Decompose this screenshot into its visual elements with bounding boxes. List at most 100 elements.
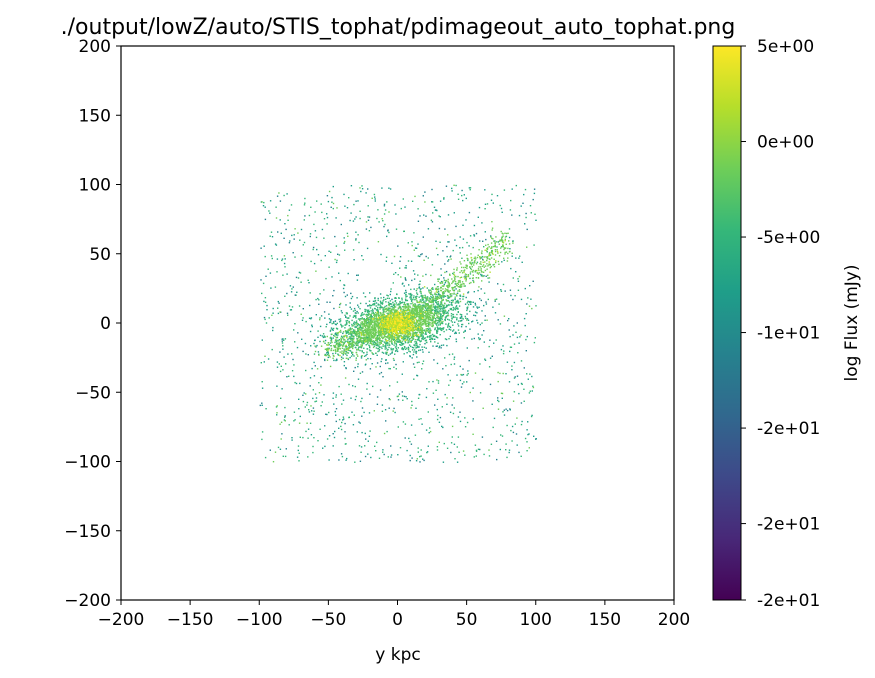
heatmap-pixel — [431, 319, 433, 321]
heatmap-pixel — [404, 335, 406, 337]
heatmap-pixel — [377, 308, 379, 311]
heatmap-pixel — [344, 240, 346, 243]
heatmap-pixel — [379, 293, 382, 295]
heatmap-pixel — [408, 308, 410, 311]
heatmap-pixel — [459, 236, 461, 238]
heatmap-pixel — [376, 396, 379, 398]
heatmap-pixel — [413, 306, 416, 308]
heatmap-pixel — [386, 312, 388, 314]
heatmap-pixel — [355, 238, 357, 240]
heatmap-pixel — [391, 309, 393, 311]
heatmap-pixel — [404, 206, 406, 208]
heatmap-pixel — [428, 351, 430, 353]
heatmap-pixel — [378, 350, 380, 352]
heatmap-pixel — [457, 299, 459, 302]
heatmap-pixel — [305, 430, 307, 433]
heatmap-pixel — [423, 259, 425, 261]
heatmap-pixel — [315, 270, 317, 272]
heatmap-pixel — [407, 330, 410, 332]
heatmap-pixel — [425, 255, 427, 258]
heatmap-pixel — [467, 300, 469, 303]
heatmap-pixel — [388, 343, 390, 345]
heatmap-pixel — [489, 254, 492, 256]
heatmap-pixel — [379, 335, 381, 337]
heatmap-pixel — [450, 320, 452, 322]
heatmap-pixel — [371, 344, 373, 346]
heatmap-pixel — [461, 323, 464, 326]
heatmap-pixel — [390, 347, 392, 350]
heatmap-pixel — [455, 332, 457, 334]
heatmap-pixel — [332, 397, 334, 399]
heatmap-pixel — [381, 340, 384, 342]
heatmap-pixel — [401, 340, 404, 342]
heatmap-pixel — [308, 317, 311, 319]
heatmap-pixel — [342, 341, 344, 343]
heatmap-pixel — [438, 310, 440, 312]
heatmap-pixel — [429, 338, 431, 340]
heatmap-pixel — [387, 317, 390, 320]
heatmap-pixel — [401, 316, 403, 318]
heatmap-pixel — [467, 274, 469, 276]
heatmap-pixel — [373, 410, 375, 412]
heatmap-pixel — [379, 319, 381, 321]
heatmap-pixel — [334, 410, 336, 413]
heatmap-pixel — [351, 295, 354, 298]
heatmap-pixel — [354, 334, 357, 336]
heatmap-pixel — [342, 354, 344, 356]
heatmap-pixel — [359, 325, 362, 327]
heatmap-pixel — [386, 351, 388, 354]
heatmap-pixel — [409, 313, 411, 315]
heatmap-pixel — [430, 336, 432, 338]
heatmap-pixel — [407, 333, 410, 336]
heatmap-pixel — [399, 339, 401, 342]
heatmap-pixel — [393, 344, 395, 346]
heatmap-pixel — [427, 411, 429, 413]
heatmap-pixel — [335, 261, 338, 264]
heatmap-pixel — [410, 297, 413, 299]
heatmap-pixel — [391, 352, 393, 354]
heatmap-pixel — [369, 305, 372, 307]
heatmap-pixel — [389, 300, 392, 302]
heatmap-pixel — [299, 415, 301, 418]
heatmap-pixel — [370, 310, 372, 312]
heatmap-pixel — [376, 403, 379, 405]
heatmap-pixel — [291, 288, 293, 290]
heatmap-pixel — [400, 331, 402, 334]
heatmap-pixel — [404, 423, 407, 425]
heatmap-pixel — [392, 320, 394, 322]
heatmap-pixel — [426, 296, 429, 298]
heatmap-pixel — [285, 363, 287, 365]
heatmap-pixel — [398, 340, 400, 342]
heatmap-pixel — [398, 393, 401, 395]
heatmap-pixel — [397, 329, 399, 331]
heatmap-pixel — [405, 323, 407, 325]
heatmap-pixel — [292, 286, 294, 288]
heatmap-pixel — [361, 185, 363, 187]
heatmap-pixel — [447, 318, 449, 321]
heatmap-pixel — [419, 299, 422, 301]
heatmap-pixel — [460, 386, 463, 388]
heatmap-pixel — [314, 393, 317, 395]
heatmap-pixel — [367, 305, 369, 307]
heatmap-pixel — [410, 311, 412, 313]
heatmap-pixel — [355, 316, 357, 318]
heatmap-pixel — [370, 313, 372, 316]
heatmap-pixel — [355, 326, 357, 328]
heatmap-pixel — [381, 301, 383, 304]
heatmap-pixel — [531, 307, 533, 310]
heatmap-pixel — [416, 332, 418, 334]
heatmap-pixel — [420, 292, 422, 295]
heatmap-pixel — [336, 339, 338, 341]
heatmap-pixel — [422, 332, 424, 335]
heatmap-pixel — [313, 375, 316, 377]
heatmap-pixel — [419, 280, 421, 282]
heatmap-pixel — [375, 331, 378, 334]
heatmap-pixel — [500, 392, 503, 394]
heatmap-pixel — [304, 342, 307, 345]
heatmap-pixel — [349, 306, 351, 308]
heatmap-pixel — [404, 339, 407, 342]
heatmap-pixel — [397, 326, 399, 328]
heatmap-pixel — [403, 339, 405, 341]
heatmap-pixel — [466, 347, 468, 349]
heatmap-pixel — [495, 298, 498, 300]
